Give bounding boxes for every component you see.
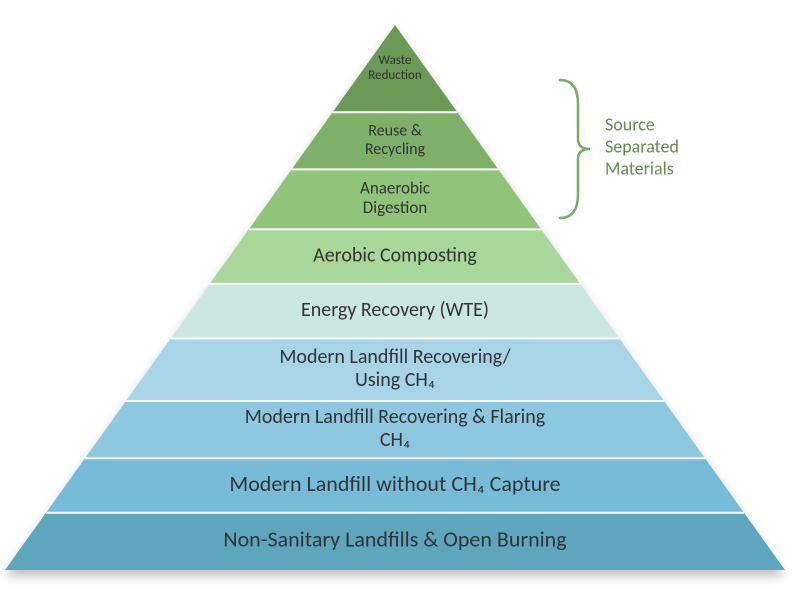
pyramid-svg: WasteReduction Reuse &Recycling AnaerobicD… [0,0,792,589]
tier-label-3-line-0: Aerobic Composting [313,243,477,267]
tier-label-4-line-0: Energy Recovery (WTE) [301,298,489,322]
callout-text-line-0: Source [605,113,655,135]
callout-text-line-2: Materials [605,157,674,179]
pyramid-diagram: WasteReduction Reuse &Recycling AnaerobicD… [0,0,792,589]
callout-text-line-1: Separated [605,135,679,157]
tier-label-6-line-0: Modern Landfill Recovering & Flaring [245,405,546,429]
tier-label-7-line-0: Modern Landfill without CH₄ Capture [229,470,560,497]
tier-label-5-line-1: Using CH₄ [355,368,435,392]
tier-label-8-line-0: Non-Sanitary Landfills & Open Burning [223,526,566,553]
tier-label-1-line-0: Reuse & [368,121,422,140]
tier-label-6-line-1: CH₄ [380,428,410,452]
tier-label-0-line-1: Reduction [368,68,422,83]
callout-brace [560,80,590,218]
tier-label-5-line-0: Modern Landfill Recovering/ [279,345,511,369]
tier-label-0-line-0: Waste [379,53,412,68]
tier-label-2-line-0: Anaerobic [360,178,430,199]
tier-label-2-line-1: Digestion [363,197,428,218]
tier-label-1-line-1: Recycling [365,140,426,159]
